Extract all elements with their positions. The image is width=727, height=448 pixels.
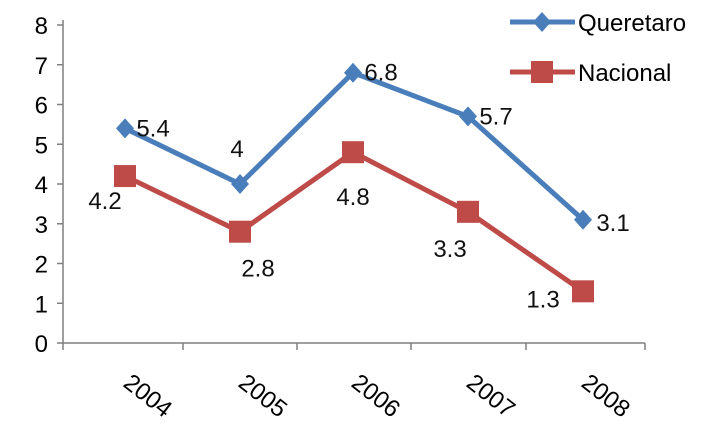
legend-label: Nacional: [578, 60, 671, 87]
series-layer: 5.4 4 6.8 5.7 3.1 4.2 2.8 4.8 3.3 1.3: [88, 60, 629, 314]
y-tick-label: 0: [35, 331, 48, 358]
data-point: [229, 220, 251, 243]
y-tick-label: 6: [35, 93, 48, 120]
y-tick-label: 8: [35, 13, 48, 40]
data-label: 5.4: [136, 115, 169, 142]
y-tick-label: 1: [35, 291, 48, 318]
legend-item-queretaro: Queretaro: [510, 10, 686, 37]
data-point: [459, 106, 477, 127]
x-tick-label: 2004: [118, 369, 177, 423]
series-line: [123, 149, 585, 294]
data-point: [344, 62, 362, 83]
x-tick-label: 2006: [346, 369, 405, 423]
series-queretaro: 5.4 4 6.8 5.7 3.1: [116, 60, 630, 237]
legend: Queretaro Nacional: [510, 10, 686, 87]
y-axis-ticks: 0 1 2 3 4 5 6 7 8: [35, 13, 63, 358]
data-point: [342, 141, 364, 164]
y-tick-label: 4: [35, 172, 48, 199]
x-tick-label: 2005: [233, 369, 292, 423]
x-axis-ticks: 2004 2005 2006 2007 2008: [62, 343, 646, 423]
legend-item-nacional: Nacional: [510, 60, 671, 87]
y-tick-label: 5: [35, 132, 48, 159]
data-label: 3.3: [433, 236, 466, 263]
axes: [62, 20, 645, 344]
legend-label: Queretaro: [578, 10, 686, 37]
legend-marker: [533, 12, 551, 32]
series-nacional: 4.2 2.8 4.8 3.3 1.3: [88, 141, 594, 313]
data-label: 1.3: [526, 286, 559, 313]
x-tick-label: 2007: [461, 369, 520, 423]
y-tick-label: 2: [35, 252, 48, 279]
data-point: [114, 165, 136, 188]
y-tick-label: 7: [35, 53, 48, 80]
data-label: 3.1: [596, 210, 629, 237]
data-label: 6.8: [364, 60, 397, 87]
data-label: 4: [230, 136, 243, 163]
data-point: [574, 209, 592, 230]
data-point: [572, 280, 594, 303]
data-label: 4.8: [336, 184, 369, 211]
data-label: 5.7: [479, 103, 512, 130]
data-point: [231, 174, 249, 194]
data-point: [116, 118, 134, 139]
x-tick-label: 2008: [576, 369, 635, 423]
legend-marker: [531, 61, 553, 83]
y-tick-label: 3: [35, 212, 48, 239]
data-point: [457, 200, 479, 223]
data-label: 2.8: [241, 256, 274, 283]
data-label: 4.2: [88, 188, 121, 215]
